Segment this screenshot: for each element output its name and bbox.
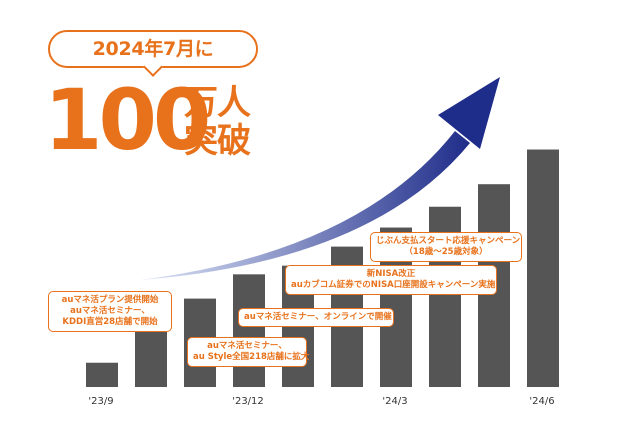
bar-'23/12: [233, 274, 265, 387]
annotation-plan-launch: auマネ活プラン提供開始 auマネ活セミナー、 KDDI直営28店舗で開始: [48, 291, 172, 332]
annotation-seminar-expansion-line1: auマネ活セミナー、: [207, 341, 287, 351]
milestone-unit-line2: 突破: [184, 121, 251, 161]
annotation-jibun-payment: じぶん支払スタート応援キャンペーン （18歳～25歳対象）: [370, 232, 522, 262]
annotation-plan-launch-line2: auマネ活セミナー、: [70, 306, 150, 316]
annotation-seminar-expansion-line2: au Style全国218店舗に拡大: [193, 352, 310, 362]
bar-'23/9: [86, 362, 118, 387]
annotation-seminar-online-line1: auマネ活セミナー、オンラインで開催: [244, 312, 392, 322]
growth-arrow: [140, 77, 500, 280]
milestone-unit: 万人 突破: [184, 83, 251, 161]
x-tick-label: '24/3: [382, 396, 408, 407]
annotation-jibun-payment-line1: じぶん支払スタート応援キャンペーン: [376, 236, 521, 246]
milestone-unit-line1: 万人: [184, 83, 251, 123]
x-tick-label: '23/12: [232, 396, 264, 407]
annotation-nisa-campaign-line1: 新NISA改正: [366, 269, 416, 279]
bar-'24/6: [527, 149, 559, 387]
x-tick-label: '23/9: [88, 396, 114, 407]
annotation-seminar-expansion: auマネ活セミナー、 au Style全国218店舗に拡大: [187, 337, 310, 367]
date-callout: 2024年7月に: [48, 30, 258, 68]
annotation-jibun-payment-line2: （18歳～25歳対象）: [404, 247, 488, 257]
growth-arrow-head: [438, 77, 500, 149]
x-tick-label: '24/6: [529, 396, 555, 407]
annotation-nisa-campaign: 新NISA改正 auカブコム証券でのNISA口座開設キャンペーン実施: [285, 265, 497, 295]
annotation-nisa-campaign-line2: auカブコム証券でのNISA口座開設キャンペーン実施: [291, 280, 496, 290]
annotation-plan-launch-line3: KDDI直営28店舗で開始: [62, 317, 158, 327]
annotation-seminar-online: auマネ活セミナー、オンラインで開催: [238, 308, 394, 327]
bar-'23/10: [135, 324, 167, 387]
milestone-number: 100: [44, 71, 211, 169]
annotation-plan-launch-line1: auマネ活プラン提供開始: [61, 295, 159, 305]
